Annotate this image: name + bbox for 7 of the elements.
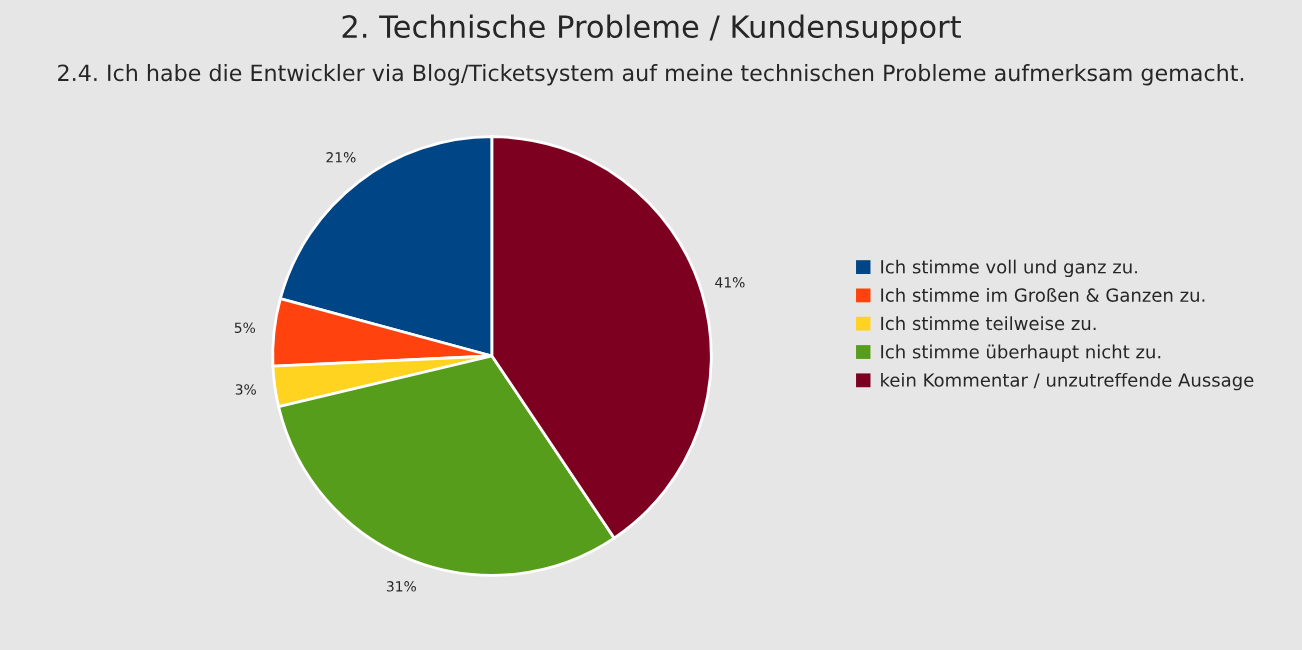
legend-label: Ich stimme im Großen & Ganzen zu. [881, 287, 1205, 302]
legend-label: kein Kommentar / unzutreffende Aussage [881, 372, 1254, 391]
legend-label: Ich stimme teilweise zu. [881, 316, 1096, 331]
chart-title: 2. Technische Probleme / Kundensupport [342, 14, 961, 45]
legend-label: Ich stimme überhaupt nicht zu. [881, 344, 1161, 363]
chart-subtitle: 2.4. Ich habe die Entwickler via Blog/Ticketsystem auf meine technischen Probleme aufmerksam gemacht. [58, 64, 1244, 86]
legend-label: Ich stimme voll und ganz zu. [881, 259, 1137, 278]
